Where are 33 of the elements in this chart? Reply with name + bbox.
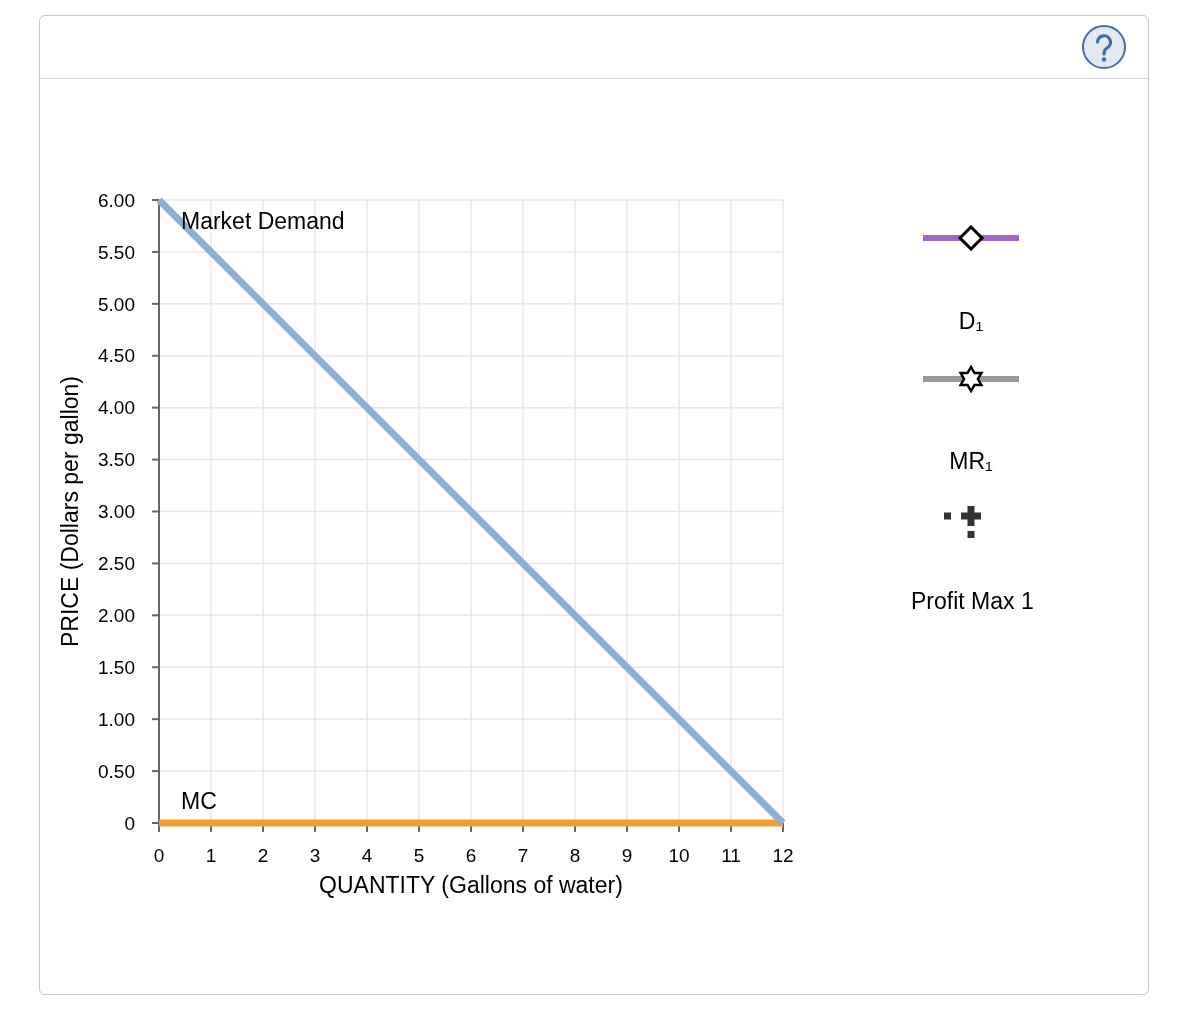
x-tick-label: 6 xyxy=(465,845,477,867)
x-axis-title: QUANTITY (Gallons of water) xyxy=(319,872,623,898)
text: D₁ xyxy=(958,308,984,334)
x-tick-label: 7 xyxy=(517,845,529,867)
x-tick-label: 2 xyxy=(257,845,269,867)
y-tick-label: 0.50 xyxy=(98,760,135,782)
y-tick-label: 4.00 xyxy=(98,397,135,419)
y-tick-label: 1.00 xyxy=(98,708,135,730)
x-tick-label: 0 xyxy=(153,845,165,867)
x-tick-label: 11 xyxy=(721,845,741,867)
x-tick-label: 9 xyxy=(621,845,633,867)
y-tick-label: 3.00 xyxy=(98,501,135,523)
x-tick-label: 1 xyxy=(205,845,217,867)
x-tick-label: 3 xyxy=(309,845,321,867)
text: MR₁ xyxy=(949,448,993,474)
y-tick-label: 2.00 xyxy=(98,605,135,627)
y-tick-label: 5.00 xyxy=(98,293,135,315)
x-tick-label: 8 xyxy=(569,845,581,867)
series-label: MC xyxy=(181,788,217,814)
y-tick-label: 6.00 xyxy=(98,189,135,211)
y-tick-label: 1.50 xyxy=(98,656,135,678)
x-tick-label: 10 xyxy=(668,845,690,867)
y-tick-label: 4.50 xyxy=(98,345,135,367)
series-label: Market Demand xyxy=(181,208,345,234)
y-tick-label: 3.50 xyxy=(98,449,135,471)
y-tick-label: 0 xyxy=(124,812,135,834)
y-tick-label: 2.50 xyxy=(98,553,135,575)
y-tick-label: 5.50 xyxy=(98,241,135,263)
text: Profit Max 1 xyxy=(911,588,1034,614)
y-axis-title: PRICE (Dollars per gallon) xyxy=(57,376,83,647)
x-tick-label: 5 xyxy=(413,845,425,867)
x-tick-label: 12 xyxy=(772,845,794,867)
x-tick-label: 4 xyxy=(361,845,373,867)
